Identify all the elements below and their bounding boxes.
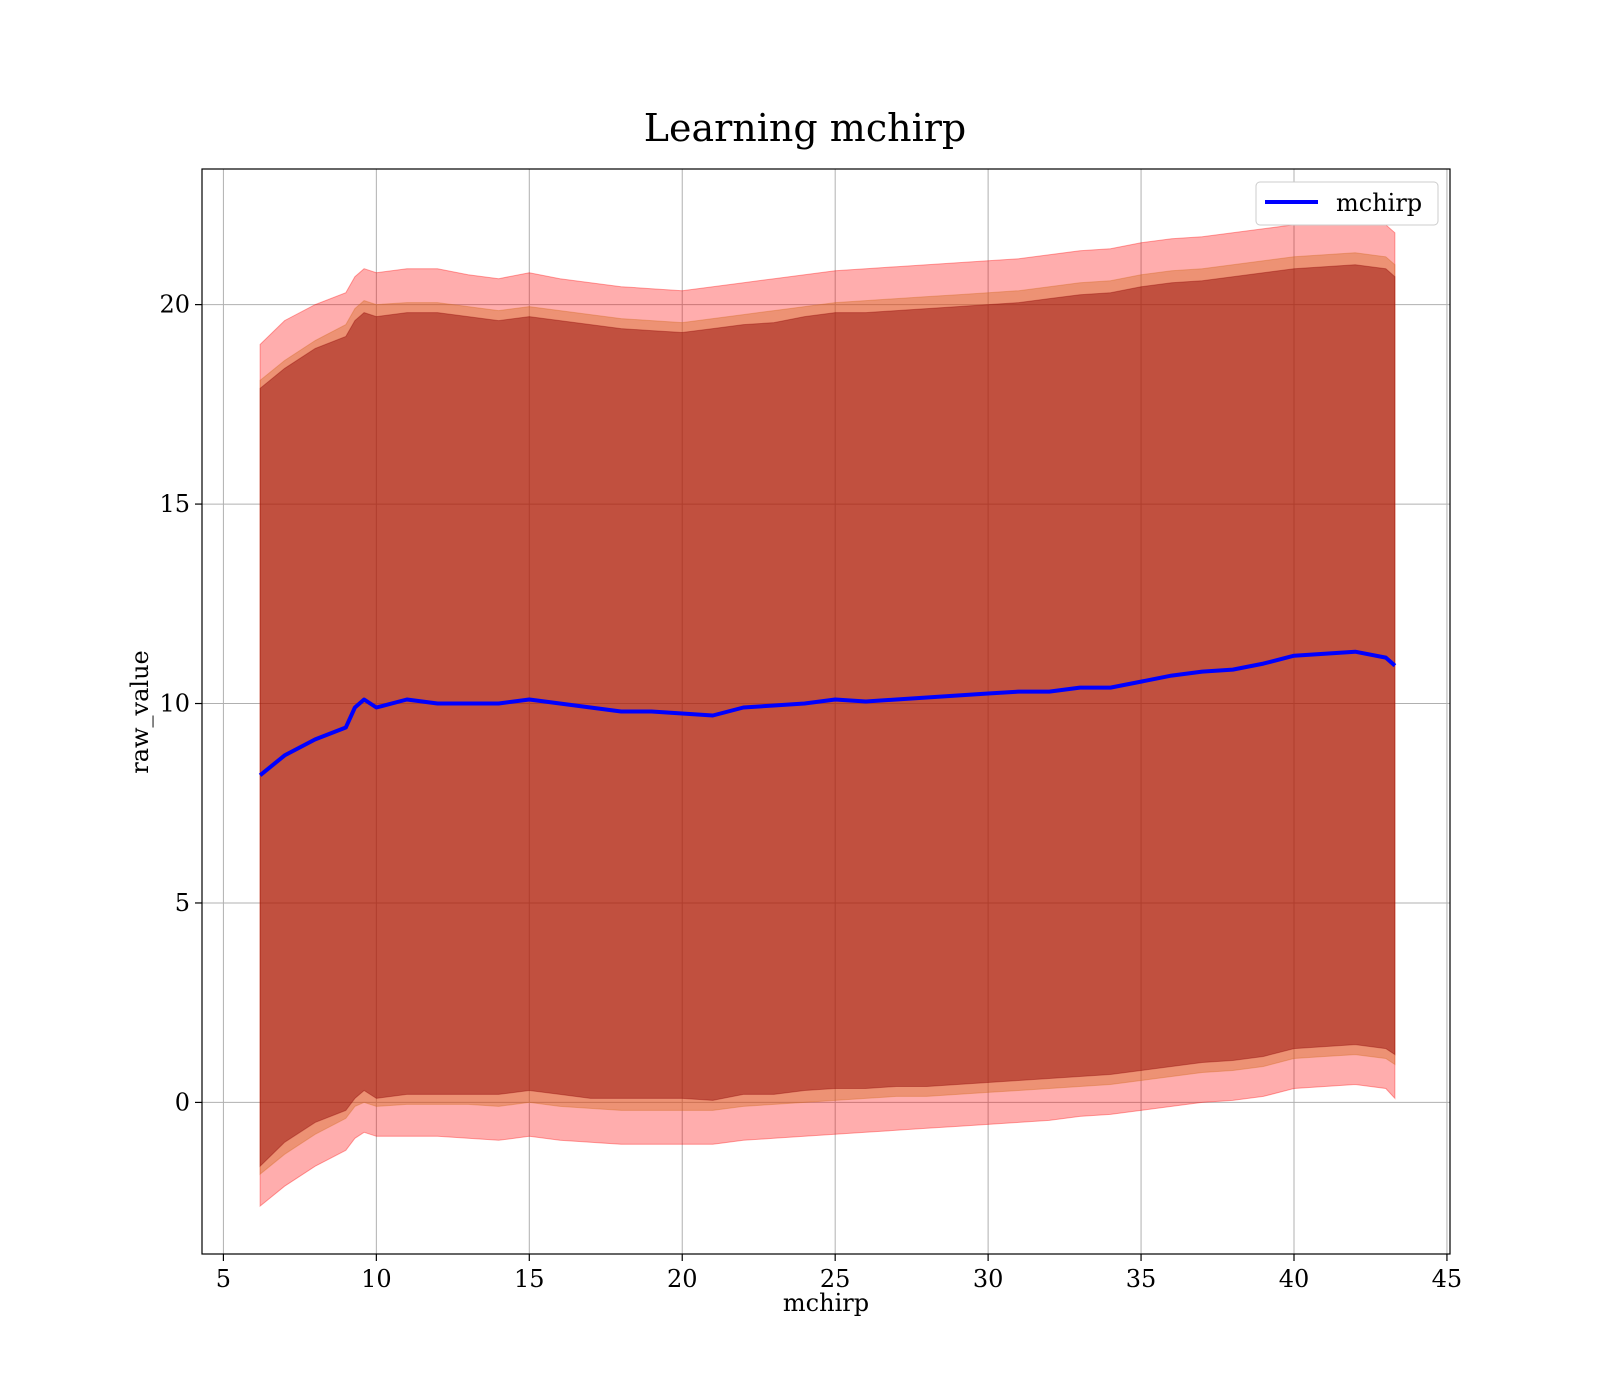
x-tick-label: 45 (1432, 1265, 1463, 1293)
legend-label-mchirp: mchirp (1336, 189, 1422, 217)
x-tick-label: 5 (216, 1265, 231, 1293)
y-tick-label: 15 (159, 490, 190, 518)
mean-line-layer (258, 649, 1397, 777)
x-tick-label: 40 (1279, 1265, 1310, 1293)
chart-title: Learning mchirp (644, 106, 966, 150)
y-tick-label: 20 (159, 291, 190, 319)
y-tick-label: 10 (159, 690, 190, 718)
band-band_1-5sigma (259, 252, 1396, 1176)
x-tick-label: 25 (820, 1265, 851, 1293)
confidence-bands (259, 220, 1396, 1208)
y-axis-label: raw_value (126, 650, 154, 774)
x-tick-label: 15 (514, 1265, 545, 1293)
mean-line-mchirp (258, 649, 1397, 777)
band-band_1sigma (259, 264, 1396, 1168)
legend: mchirp (1255, 181, 1439, 226)
x-tick-label: 30 (973, 1265, 1004, 1293)
y-axis-ticks: 0 5 10 15 20 (159, 291, 202, 1116)
grid-lines (202, 169, 1450, 1254)
x-tick-label: 20 (667, 1265, 698, 1293)
y-tick-label: 5 (175, 889, 190, 917)
x-tick-label: 35 (1126, 1265, 1157, 1293)
plot-frame (201, 168, 1451, 1255)
x-axis-ticks: 5 10 15 20 25 30 35 40 45 (216, 1254, 1462, 1293)
y-tick-label: 0 (175, 1088, 190, 1116)
x-tick-label: 10 (361, 1265, 392, 1293)
band-band_2sigma (259, 220, 1396, 1208)
legend-box (1255, 181, 1439, 226)
x-axis-label: mchirp (783, 1289, 869, 1317)
